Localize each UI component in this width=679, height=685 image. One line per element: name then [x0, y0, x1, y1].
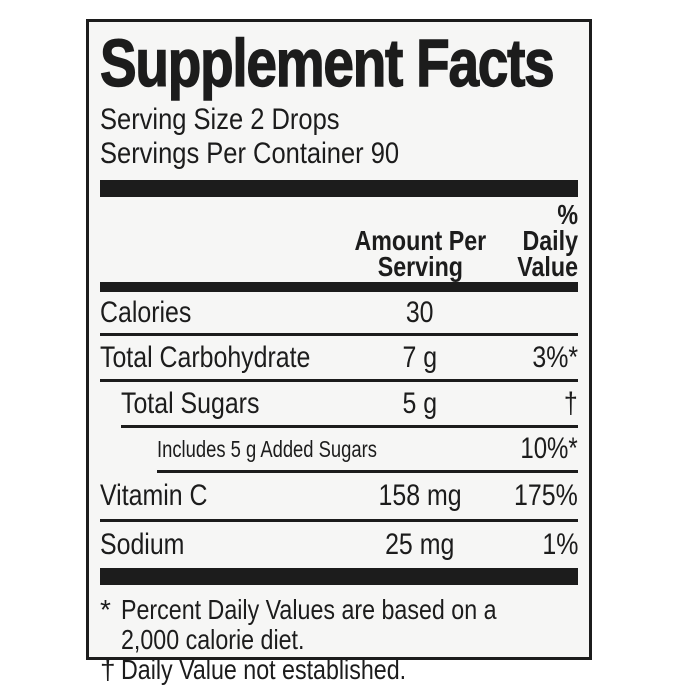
nutrient-row-added-sugars: Includes 5 g Added Sugars 10%*: [100, 428, 578, 470]
serving-size-text: Serving Size 2 Drops: [100, 103, 340, 136]
footnote-daily-value-not-established: † Daily Value not established.: [100, 655, 578, 685]
row-divider: [100, 379, 578, 382]
row-divider: [100, 333, 578, 336]
nutrient-row-total-sugars: Total Sugars 5 g †: [100, 382, 578, 425]
header-amount-per-serving-text: Amount Per Serving: [354, 225, 486, 282]
separator-bar-header: [100, 282, 578, 292]
nutrient-amount: 25 mg: [385, 528, 455, 561]
header-amount-per-serving: Amount Per Serving: [340, 225, 500, 282]
label-title: Supplement Facts: [99, 26, 578, 101]
footnote-text: Percent Daily Values are based on a 2,00…: [121, 594, 497, 655]
supplement-facts-label: Supplement Facts Serving Size 2 Drops Se…: [86, 19, 592, 685]
nutrient-name: Total Carbohydrate: [100, 340, 311, 374]
nutrient-name: Vitamin C: [100, 479, 208, 512]
row-divider-deep-indented: [157, 470, 578, 473]
nutrient-row-sodium: Sodium 25 mg 1%: [100, 522, 578, 568]
serving-info: Serving Size 2 Drops Servings Per Contai…: [100, 103, 578, 171]
separator-bar-top: [100, 180, 578, 197]
footnote-dagger-symbol: †: [100, 654, 116, 685]
footnote-asterisk-symbol: *: [100, 594, 111, 625]
footnote-percent-daily-values: * Percent Daily Values are based on a 2,…: [100, 595, 578, 655]
nutrient-name: Total Sugars: [121, 386, 260, 420]
nutrient-amount: 158 mg: [378, 479, 462, 512]
separator-bar-bottom: [100, 568, 578, 585]
row-divider-indented: [121, 425, 578, 428]
nutrient-row-vitamin-c: Vitamin C 158 mg 175%: [100, 473, 578, 519]
nutrient-amount: 30: [406, 295, 434, 329]
header-percent-daily-value: % Daily Value: [500, 199, 578, 282]
header-percent-daily-value-text: % Daily Value: [517, 199, 578, 282]
nutrient-daily-value: 3%*: [532, 340, 578, 374]
footnote-text: Daily Value not established.: [121, 654, 407, 685]
label-title-text: Supplement Facts: [99, 26, 555, 101]
nutrient-row-calories: Calories 30: [100, 292, 578, 333]
nutrient-row-total-carbohydrate: Total Carbohydrate 7 g 3%*: [100, 336, 578, 379]
nutrient-amount: 5 g: [402, 386, 438, 420]
footnotes: * Percent Daily Values are based on a 2,…: [100, 585, 578, 685]
serving-size-line: Serving Size 2 Drops: [100, 103, 578, 137]
nutrient-amount: 7 g: [402, 340, 438, 374]
nutrient-daily-value: †: [564, 386, 578, 420]
nutrient-daily-value: 175%: [514, 479, 578, 512]
row-divider: [100, 519, 578, 522]
nutrient-name: Includes 5 g Added Sugars: [157, 435, 377, 462]
nutrient-name: Calories: [100, 295, 192, 329]
nutrient-daily-value: 1%: [542, 528, 578, 561]
servings-per-container-line: Servings Per Container 90: [100, 137, 578, 171]
nutrient-name: Sodium: [100, 528, 185, 561]
servings-per-container-text: Servings Per Container 90: [100, 137, 400, 170]
nutrient-daily-value: 10%*: [520, 432, 578, 465]
column-header-row: Amount Per Serving % Daily Value: [100, 199, 578, 282]
